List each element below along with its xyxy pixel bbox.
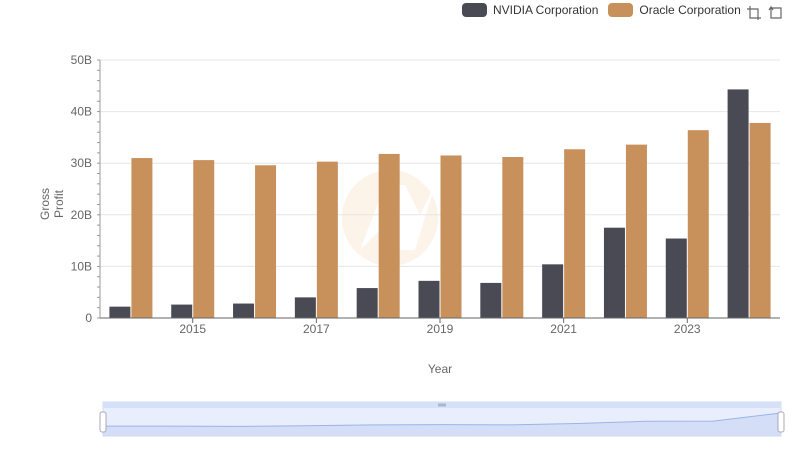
bar[interactable] [193,160,215,318]
bar[interactable] [378,153,400,318]
bar[interactable] [502,157,524,318]
legend: NVIDIA Corporation Oracle Corporation [462,3,741,17]
y-tick-label: 0 [85,311,92,325]
bar[interactable] [316,161,338,318]
zoom-select-icon[interactable] [746,5,762,21]
bar[interactable] [255,165,277,318]
bar[interactable] [564,149,586,318]
x-tick-label: 2023 [674,322,701,336]
data-zoom-preview-line [103,412,782,427]
y-tick-label: 40B [71,105,92,119]
y-tick-label: 10B [71,259,92,273]
y-tick-label: 50B [71,53,92,67]
bar[interactable] [356,288,378,318]
bar[interactable] [749,122,771,319]
data-zoom-slider[interactable] [99,401,785,437]
y-tick-label: 30B [71,156,92,170]
y-tick-label: 20B [71,208,92,222]
bar[interactable] [542,264,564,318]
bar[interactable] [171,304,193,318]
bar[interactable] [418,280,440,318]
x-tick-label: 2019 [427,322,454,336]
bar[interactable] [109,306,131,318]
bar[interactable] [131,158,153,318]
zoom-reset-icon[interactable] [768,5,784,21]
bar[interactable] [603,227,625,318]
bar[interactable] [687,130,709,318]
bar[interactable] [294,297,316,318]
data-zoom-drag-grip[interactable] [438,403,446,407]
data-zoom-left-handle[interactable] [99,411,107,433]
x-tick-label: 2017 [303,322,330,336]
bar[interactable] [440,155,462,318]
bar[interactable] [665,238,687,318]
bar[interactable] [233,303,255,318]
x-tick-label: 2015 [179,322,206,336]
legend-label-oracle: Oracle Corporation [639,3,741,17]
bar[interactable] [727,89,749,318]
legend-swatch-oracle [608,3,634,17]
legend-item-nvidia[interactable]: NVIDIA Corporation [462,3,598,17]
legend-label-nvidia: NVIDIA Corporation [493,3,599,17]
bar[interactable] [625,144,647,318]
legend-item-oracle[interactable]: Oracle Corporation [608,3,741,17]
toolbox [746,5,784,21]
bar[interactable] [480,282,502,318]
legend-swatch-nvidia [462,3,487,17]
data-zoom-preview-area [103,413,781,436]
x-axis-title: Year [427,362,453,376]
x-tick-label: 2021 [550,322,577,336]
data-zoom-right-handle[interactable] [777,411,785,433]
